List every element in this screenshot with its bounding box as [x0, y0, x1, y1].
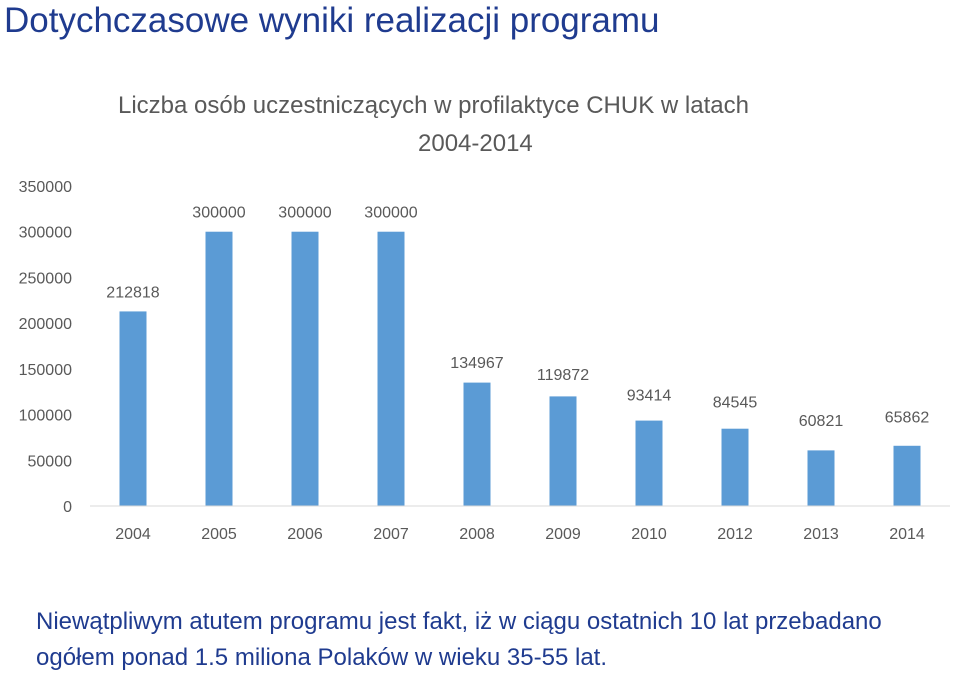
- data-labels: 212818 300000 300000 300000 134967 119872 9341…: [106, 205, 929, 430]
- y-tick-label: 50000: [28, 453, 73, 470]
- data-label-2007: 300000: [364, 205, 417, 222]
- x-tick-label-2013: 2013: [803, 526, 839, 543]
- y-tick-label: 150000: [19, 362, 72, 379]
- x-tick-label-2009: 2009: [545, 526, 581, 543]
- x-tick-label-2010: 2010: [631, 526, 667, 543]
- data-label-2006: 300000: [278, 205, 331, 222]
- data-label-2004: 212818: [106, 284, 159, 301]
- chart-title-line-1: Liczba osób uczestniczących w profilakty…: [118, 92, 749, 119]
- slide-title: Dotychczasowe wyniki realizacji programu: [4, 1, 660, 40]
- y-tick-label: 0: [63, 499, 72, 516]
- chart-title-line-2: 2004-2014: [418, 130, 533, 157]
- data-label-2014: 65862: [885, 409, 930, 426]
- bar-2013: [807, 450, 835, 506]
- y-tick-label: 200000: [19, 316, 72, 333]
- bar-2009: [549, 396, 577, 506]
- bar-2006: [291, 231, 319, 506]
- x-tick-label-2005: 2005: [201, 526, 237, 543]
- data-label-2013: 60821: [799, 413, 844, 430]
- bar-2008: [463, 382, 491, 506]
- bars: [119, 231, 921, 506]
- y-tick-label: 350000: [19, 179, 72, 196]
- y-tick-label: 100000: [19, 408, 72, 425]
- x-tick-label-2014: 2014: [889, 526, 925, 543]
- bar-2005: [205, 231, 233, 506]
- y-axis-ticks: 0 50000 100000 150000 200000 250000 300000 3500…: [19, 179, 72, 516]
- bar-2014: [893, 445, 921, 506]
- y-tick-label: 300000: [19, 225, 72, 242]
- bar-2010: [635, 420, 663, 506]
- data-label-2005: 300000: [192, 205, 245, 222]
- x-axis-labels: 2004 2005 2006 2007 2008 2009 2010 2012 2013 2014: [115, 526, 925, 543]
- y-tick-label: 250000: [19, 270, 72, 287]
- bar-2012: [721, 428, 749, 506]
- footer-text: Niewątpliwym atutem programu jest fakt, …: [36, 608, 882, 671]
- bar-2004: [119, 311, 147, 506]
- x-tick-label-2007: 2007: [373, 526, 409, 543]
- data-label-2008: 134967: [450, 355, 503, 372]
- data-label-2009: 119872: [537, 367, 589, 384]
- x-tick-label-2008: 2008: [459, 526, 495, 543]
- x-tick-label-2006: 2006: [287, 526, 323, 543]
- x-tick-label-2004: 2004: [115, 526, 151, 543]
- bar-2007: [377, 231, 405, 506]
- data-label-2012: 84545: [713, 395, 758, 412]
- data-label-2010: 93414: [627, 388, 672, 405]
- x-tick-label-2012: 2012: [717, 526, 753, 543]
